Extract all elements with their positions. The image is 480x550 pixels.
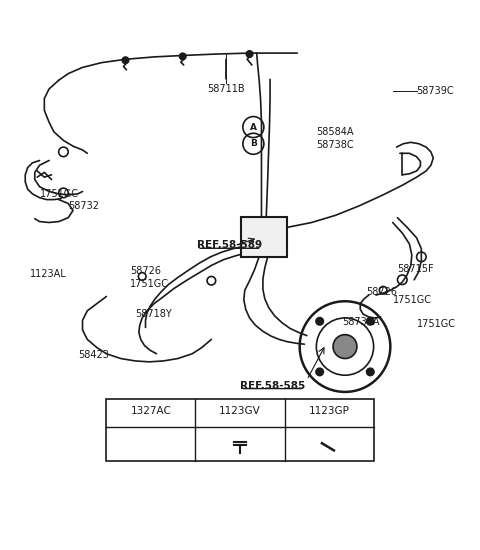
Circle shape bbox=[316, 368, 324, 376]
Text: 58726: 58726 bbox=[366, 287, 397, 296]
Text: 1751GC: 1751GC bbox=[130, 279, 169, 289]
Text: 58423: 58423 bbox=[78, 350, 108, 360]
Text: 1123GV: 1123GV bbox=[219, 406, 261, 416]
Text: 58732: 58732 bbox=[68, 201, 99, 211]
FancyBboxPatch shape bbox=[241, 217, 287, 257]
Text: 1123GP: 1123GP bbox=[309, 406, 349, 416]
Text: 58715F: 58715F bbox=[397, 264, 434, 274]
Text: 58718Y: 58718Y bbox=[135, 309, 172, 319]
Text: 58726: 58726 bbox=[130, 266, 161, 276]
Text: 58711B: 58711B bbox=[207, 84, 244, 94]
Text: 1123AL: 1123AL bbox=[30, 268, 67, 278]
Circle shape bbox=[122, 57, 129, 64]
FancyBboxPatch shape bbox=[107, 399, 373, 461]
Text: 58739C: 58739C bbox=[417, 86, 454, 96]
Text: REF.58-585: REF.58-585 bbox=[240, 381, 305, 390]
Text: 1751GC: 1751GC bbox=[39, 189, 79, 199]
Text: 1327AC: 1327AC bbox=[131, 406, 171, 416]
Text: 1751GC: 1751GC bbox=[417, 318, 456, 329]
Text: 58584A: 58584A bbox=[316, 127, 354, 137]
Text: 58731A: 58731A bbox=[343, 317, 380, 327]
Text: 58738C: 58738C bbox=[316, 140, 354, 150]
Text: A: A bbox=[250, 123, 257, 131]
Text: REF.58-589: REF.58-589 bbox=[197, 240, 262, 250]
Circle shape bbox=[180, 53, 186, 60]
Circle shape bbox=[246, 51, 253, 57]
Text: B: B bbox=[250, 139, 257, 148]
Circle shape bbox=[146, 441, 156, 450]
Circle shape bbox=[366, 317, 374, 325]
Circle shape bbox=[333, 334, 357, 359]
Circle shape bbox=[366, 368, 374, 376]
Circle shape bbox=[316, 317, 324, 325]
Text: 1751GC: 1751GC bbox=[393, 295, 432, 305]
